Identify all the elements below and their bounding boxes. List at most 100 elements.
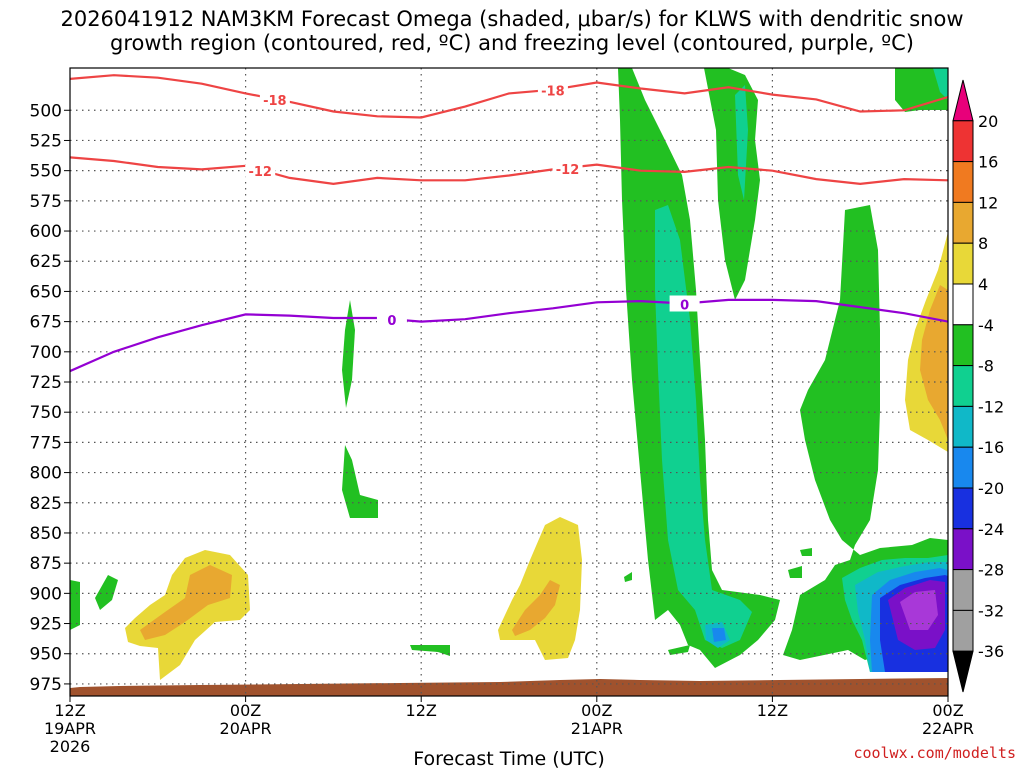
y-tick-label: 700	[30, 343, 62, 363]
contour-line	[70, 74, 948, 119]
omega-negative-area	[800, 548, 812, 556]
colorbar-segment	[952, 487, 974, 530]
x-tick-label: 00Z	[230, 701, 261, 720]
x-tick-label: 12Z	[54, 701, 85, 720]
colorbar-segment	[952, 446, 974, 489]
y-tick-label: 600	[30, 222, 62, 242]
omega-negative-area	[624, 572, 632, 582]
x-tick-label: 00Z	[932, 701, 963, 720]
x-tick-label: 12Z	[757, 701, 788, 720]
y-tick-label: 800	[30, 464, 62, 484]
y-tick-label: 850	[30, 524, 62, 544]
plot-border	[69, 67, 949, 697]
x-tick-date: 20APR	[220, 719, 272, 738]
colorbar-label: -12	[978, 397, 1004, 416]
colorbar-segment	[952, 201, 974, 244]
contour-label-bg	[669, 295, 700, 312]
contour-label: -12	[248, 165, 272, 180]
omega-negative-area	[788, 566, 802, 578]
contour-label: -18	[263, 94, 287, 109]
omega-negative-area	[95, 575, 118, 610]
colorbar-label: 8	[978, 234, 988, 253]
contour-label: -12	[556, 163, 580, 178]
omega-negative-area	[655, 205, 752, 648]
y-tick-label: 675	[30, 313, 62, 333]
y-tick-label: 650	[30, 282, 62, 302]
omega-negative-area	[783, 205, 948, 660]
colorbar-segment	[952, 324, 974, 367]
contour-label-bg	[376, 311, 407, 328]
colorbar-label: 16	[978, 153, 998, 172]
omega-negative-area	[668, 645, 690, 655]
chart-title-line1: 2026041912 NAM3KM Forecast Omega (shaded…	[60, 7, 964, 31]
y-tick-label: 775	[30, 433, 62, 453]
colorbar-segment	[952, 528, 974, 571]
omega-negative-area	[712, 628, 726, 642]
colorbar-label: 4	[978, 275, 988, 294]
omega-shading	[70, 68, 948, 696]
colorbar-segment	[952, 609, 974, 652]
colorbar-label: 20	[978, 112, 998, 131]
y-tick-label: 900	[30, 584, 62, 604]
colorbar-segment	[952, 161, 974, 203]
colorbar-label: -36	[978, 642, 1004, 661]
contour-label-bg	[259, 90, 290, 107]
colorbar: 20 16 12 8 4 -4 -8 -12 -16 -20 -24 -28 -32 -36	[952, 79, 1004, 693]
colorbar-segment	[952, 120, 974, 163]
grid	[70, 68, 948, 696]
colorbar-label: -20	[978, 479, 1004, 498]
y-tick-label: 950	[30, 645, 62, 665]
omega-negative-area	[933, 68, 948, 100]
colorbar-segment	[952, 365, 974, 407]
contour-label-bg	[537, 81, 568, 98]
x-tick-date: 19APR	[44, 719, 96, 738]
chart-title-line2: growth region (contoured, red, ºC) and f…	[110, 31, 914, 55]
colorbar-label: -8	[978, 357, 994, 376]
colorbar-top-arrow	[952, 79, 974, 122]
x-tick-year: 2026	[50, 737, 91, 756]
terrain	[70, 678, 948, 696]
credit-link[interactable]: coolwx.com/modelts	[853, 744, 1016, 762]
colorbar-label: -16	[978, 438, 1004, 457]
axes: 500 525 550 575 600 625 650 675 700 725 750 775 800 8…	[30, 67, 974, 756]
y-tick-label: 975	[30, 675, 62, 695]
contour-label-bg	[245, 161, 276, 178]
x-tick-date: 22APR	[922, 719, 974, 738]
contour-line	[70, 298, 948, 373]
y-tick-label: 925	[30, 615, 62, 635]
colorbar-label: -24	[978, 520, 1004, 539]
colorbar-segment	[952, 242, 974, 285]
y-tick-label: 500	[30, 101, 62, 121]
colorbar-segment	[952, 283, 974, 326]
colorbar-label: 12	[978, 193, 998, 212]
y-tick-label: 750	[30, 403, 62, 423]
x-axis-label: Forecast Time (UTC)	[413, 748, 604, 768]
x-tick-label: 00Z	[581, 701, 612, 720]
omega-positive-area	[920, 285, 948, 440]
colorbar-label: -4	[978, 316, 994, 335]
colorbar-segment	[952, 405, 974, 448]
contour-lines: -18 -18 -12 -12 0 0	[70, 74, 948, 373]
omega-negative-area	[735, 85, 748, 200]
y-tick-label: 525	[30, 131, 62, 151]
omega-negative-area	[70, 580, 80, 630]
x-tick-date: 21APR	[571, 719, 623, 738]
colorbar-bottom-arrow	[952, 650, 974, 693]
omega-negative-area	[342, 300, 355, 408]
x-tick-label: 12Z	[406, 701, 437, 720]
y-tick-label: 575	[30, 192, 62, 212]
contour-label-bg	[552, 159, 583, 176]
contour-label: 0	[680, 299, 689, 314]
omega-positive-area	[512, 580, 560, 636]
y-tick-label: 625	[30, 252, 62, 272]
colorbar-segment	[952, 569, 974, 611]
contour-label: -18	[541, 85, 565, 100]
y-tick-label: 875	[30, 554, 62, 574]
omega-negative-area	[342, 445, 378, 518]
colorbar-label: -32	[978, 601, 1004, 620]
y-tick-label: 825	[30, 494, 62, 514]
y-tick-label: 725	[30, 373, 62, 393]
contour-line	[70, 156, 948, 186]
omega-positive-area	[140, 565, 232, 640]
